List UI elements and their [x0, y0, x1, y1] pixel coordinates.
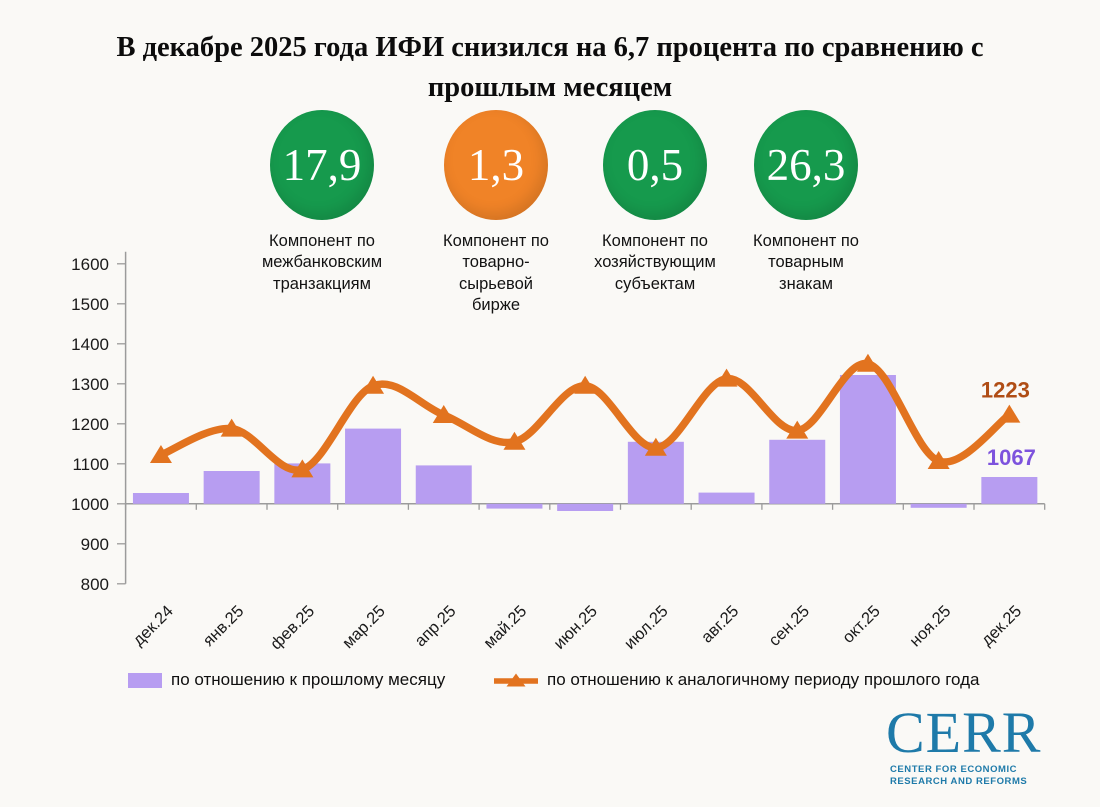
y-axis-label: 800	[81, 575, 109, 594]
x-axis-label-апр.25: апр.25	[411, 602, 459, 650]
line-marker-авг.25	[715, 368, 738, 387]
legend-line-marker-icon	[494, 673, 538, 686]
y-axis-label: 1100	[72, 455, 109, 474]
bar-апр.25	[415, 465, 472, 504]
bar-дек.25	[981, 477, 1038, 504]
legend-bar-swatch	[128, 672, 162, 688]
line-marker-дек.25	[998, 404, 1021, 423]
kpi-label: Компонент по хозяйствующим субъектам	[594, 232, 716, 293]
cerr-logo: CERR CENTER FOR ECONOMIC RESEARCH AND RE…	[886, 704, 1042, 788]
legend-item-bar-series: по отношению к прошлому месяцу	[128, 670, 445, 690]
legend-bar-label: по отношению к прошлому месяцу	[171, 670, 446, 689]
x-axis-label-фев.25: фев.25	[267, 602, 318, 653]
bar-дек.24	[132, 493, 189, 504]
line-marker-окт.25	[856, 353, 879, 372]
cerr-logo-wordmark: CERR	[886, 700, 1042, 765]
y-axis-label: 900	[81, 535, 109, 554]
y-axis-label: 1000	[71, 495, 109, 514]
x-axis-label-ноя.25: ноя.25	[906, 602, 954, 650]
legend-line-label: по отношению к аналогичному периоду прош…	[547, 670, 980, 689]
kpi-label: Компонент по межбанковским транзакциям	[261, 232, 383, 293]
x-axis-label-мар.25: мар.25	[339, 602, 389, 652]
x-axis-label-сен.25: сен.25	[765, 602, 813, 650]
bar-июн.25	[557, 503, 614, 511]
bar-end-value-label: 1067	[987, 445, 1036, 470]
legend-item-line-series: по отношению к аналогичному периоду прош…	[494, 670, 980, 690]
x-axis-label-окт.25: окт.25	[839, 602, 884, 647]
kpi-value: 17,9	[282, 140, 362, 190]
bar-авг.25	[698, 492, 755, 504]
cerr-logo-tagline: CENTER FOR ECONOMIC RESEARCH AND REFORMS	[890, 764, 1028, 787]
kpi-value: 0,5	[626, 140, 684, 190]
kpi-circle-trademarks: 26,3	[754, 110, 858, 220]
kpi-circle-interbank: 17,9	[270, 110, 374, 220]
x-axis-label-дек.25: дек.25	[978, 602, 1025, 649]
kpi-label: Компонент по товарным знакам	[753, 232, 859, 293]
x-axis-label-июл.25: июл.25	[621, 602, 672, 653]
kpi-value: 26,3	[766, 140, 846, 190]
kpi-circle-business-entities: 0,5	[603, 110, 707, 220]
x-axis-label-авг.25: авг.25	[698, 602, 742, 646]
line-marker-сен.25	[786, 420, 809, 439]
line-marker-фев.25	[291, 459, 314, 478]
kpi-component-trademarks: 26,3 Компонент по товарным знакам	[701, 110, 911, 295]
bar-окт.25	[839, 375, 896, 504]
kpi-circle-commodity-exchange: 1,3	[444, 110, 548, 220]
line-marker-июл.25	[644, 437, 667, 456]
y-axis-label: 1600	[71, 255, 109, 274]
kpi-label: Компонент по товарно- сырьевой бирже	[443, 232, 549, 315]
y-axis-label: 1500	[71, 295, 109, 314]
line-marker-ноя.25	[927, 451, 950, 469]
line-marker-май.25	[503, 431, 526, 450]
kpi-component-commodity-exchange: 1,3 Компонент по товарно- сырьевой бирже	[391, 110, 601, 317]
kpi-value: 1,3	[467, 140, 525, 190]
y-axis-label: 1200	[71, 415, 109, 434]
line-marker-дек.24	[149, 445, 172, 463]
bar-ноя.25	[910, 503, 967, 508]
bar-май.25	[486, 503, 543, 509]
line-marker-июн.25	[574, 375, 597, 394]
y-axis-label: 1300	[71, 375, 109, 394]
x-axis-label-дек.24: дек.24	[129, 602, 176, 649]
y-axis-label: 1400	[71, 335, 109, 354]
line-marker-янв.25	[220, 418, 243, 437]
bar-сен.25	[769, 439, 826, 504]
x-axis-label-май.25: май.25	[480, 602, 530, 652]
line-marker-апр.25	[432, 405, 455, 423]
bar-янв.25	[203, 471, 260, 504]
line-marker-мар.25	[362, 375, 385, 394]
bar-мар.25	[345, 428, 402, 504]
kpi-component-interbank: 17,9 Компонент по межбанковским транзакц…	[217, 110, 427, 295]
chart-title: В декабре 2025 года ИФИ снизился на 6,7 …	[116, 32, 984, 103]
kpi-component-business-entities: 0,5 Компонент по хозяйствующим субъектам	[550, 110, 760, 295]
x-axis-label-июн.25: июн.25	[550, 602, 601, 653]
line-end-value-label: 1223	[981, 378, 1030, 403]
combo-chart: 800 900 1000 1100 1200 1300 1400 1500 1600 1223 10…	[71, 251, 1046, 653]
x-axis-label-янв.25: янв.25	[200, 602, 248, 650]
